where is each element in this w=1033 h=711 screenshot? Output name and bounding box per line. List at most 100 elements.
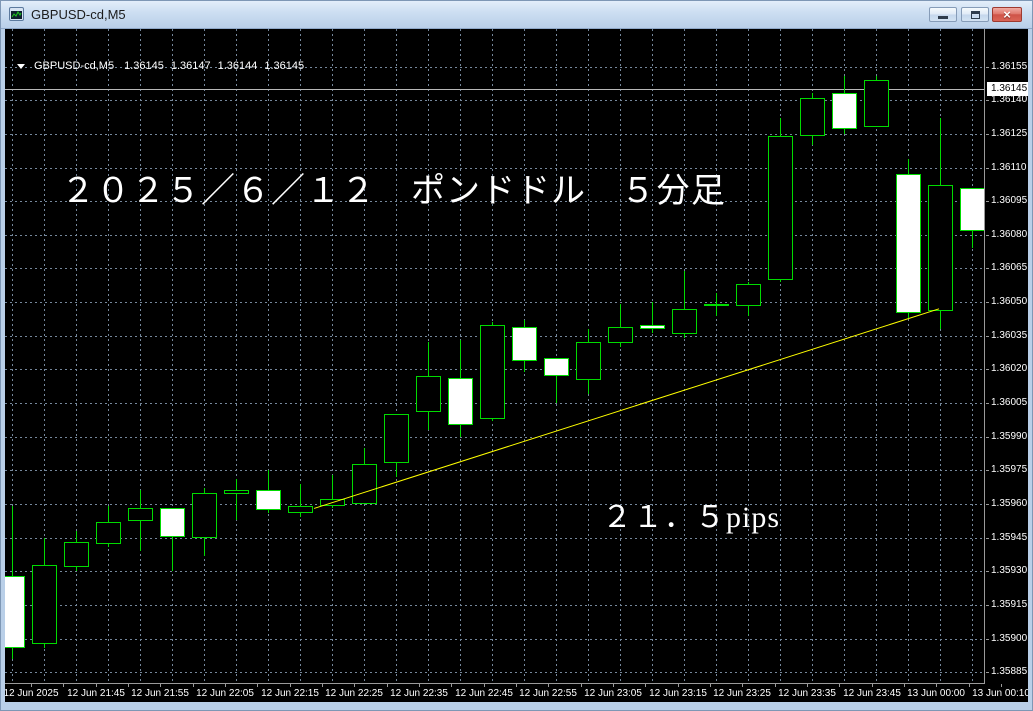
candle-body-bull: [608, 327, 633, 343]
time-axis-tick: [645, 684, 646, 687]
price-axis-label: 1.36080: [991, 229, 1028, 240]
time-axis-tick: [257, 684, 258, 687]
candle-body-bull: [704, 304, 729, 306]
price-axis-label: 1.36050: [991, 296, 1028, 307]
close-button[interactable]: ×: [992, 7, 1022, 22]
price-axis-label: 1.36110: [991, 162, 1027, 173]
time-axis-tick: [290, 684, 291, 687]
time-axis-label: 12 Jun 22:55: [519, 688, 577, 699]
time-axis-label: 12 Jun 21:55: [131, 688, 189, 699]
window-titlebar[interactable]: GBPUSD-cd,M5 ×: [1, 1, 1032, 29]
minimize-button[interactable]: [929, 7, 957, 22]
price-axis-tick: [986, 201, 989, 202]
candle-body-bull: [800, 98, 825, 136]
candle-body-bull: [672, 309, 697, 334]
gridline-vertical: [44, 29, 45, 683]
price-axis-tick: [986, 538, 989, 539]
price-axis-label: 1.36125: [991, 128, 1028, 139]
price-axis-tick: [986, 134, 989, 135]
minimize-bar-icon: [938, 16, 948, 19]
gridline-vertical: [268, 29, 269, 683]
candle-body-bull: [352, 464, 377, 504]
gridline-vertical: [716, 29, 717, 683]
gridline-horizontal: [5, 168, 984, 169]
price-axis-tick: [986, 67, 989, 68]
time-axis-tick: [193, 684, 194, 687]
price-axis-label: 1.36095: [991, 195, 1028, 206]
candlestick-plot[interactable]: GBPUSD-cd,M5 1.36145 1.36147 1.36144 1.3…: [5, 29, 985, 684]
gridline-horizontal: [5, 605, 984, 606]
time-axis-tick: [775, 684, 776, 687]
candle-body-bull: [192, 493, 217, 538]
gridline-vertical: [396, 29, 397, 683]
time-axis-label: 12 Jun 23:35: [778, 688, 836, 699]
price-axis-label: 1.36140: [991, 94, 1028, 105]
time-axis[interactable]: 12 Jun 2025 12 Jun 21:45 12 Jun 21:55 12 Ju…: [5, 684, 1028, 702]
gridline-horizontal: [5, 268, 984, 269]
candle-body-bull: [864, 80, 889, 127]
gridline-vertical: [684, 29, 685, 683]
price-axis[interactable]: 1.36145 1.36155 1.36140 1.36125 1.36110 1.36…: [986, 29, 1028, 684]
price-axis-label: 1.36020: [991, 363, 1028, 374]
candle-body-bear: [544, 358, 569, 376]
candle-body-bear: [640, 325, 665, 329]
price-axis-tick: [986, 470, 989, 471]
time-axis-tick: [581, 684, 582, 687]
symbol-dropdown-triangle-icon[interactable]: [17, 63, 25, 69]
current-price-line: [5, 89, 984, 90]
time-axis-tick: [128, 684, 129, 687]
time-axis-tick: [451, 684, 452, 687]
annotation-pips-note: ２１．５pips: [602, 501, 781, 534]
candle-body-bull: [768, 136, 793, 280]
price-axis-tick: [986, 437, 989, 438]
gridline-vertical: [908, 29, 909, 683]
price-axis-tick: [986, 302, 989, 303]
gridline-horizontal: [5, 134, 984, 135]
gridline-vertical: [108, 29, 109, 683]
price-axis-tick: [986, 605, 989, 606]
candle-body-bear: [160, 508, 185, 537]
price-axis-label: 1.35930: [991, 565, 1028, 576]
time-axis-tick: [419, 684, 420, 687]
gridline-vertical: [172, 29, 173, 683]
time-axis-tick: [936, 684, 937, 687]
time-axis-label: 13 Jun 00:00: [907, 688, 965, 699]
candle-body-bull: [224, 490, 249, 494]
gridline-horizontal: [5, 235, 984, 236]
price-axis-label: 1.36065: [991, 262, 1028, 273]
gridline-vertical: [12, 29, 13, 683]
gridline-vertical: [76, 29, 77, 683]
gridline-horizontal: [5, 201, 984, 202]
time-axis-label: 12 Jun 21:45: [67, 688, 125, 699]
time-axis-label: 12 Jun 23:05: [584, 688, 642, 699]
time-axis-tick: [160, 684, 161, 687]
gridline-horizontal: [5, 437, 984, 438]
header-low-value: 1.36144: [217, 60, 258, 72]
time-axis-label: 12 Jun 23:25: [713, 688, 771, 699]
candle-wick: [684, 271, 685, 338]
time-axis-label: 13 Jun 00:10: [972, 688, 1028, 699]
header-open-value: 1.36145: [124, 60, 164, 72]
time-axis-label: 12 Jun 22:15: [261, 688, 319, 699]
time-axis-label: 12 Jun 22:05: [196, 688, 254, 699]
gridline-vertical: [300, 29, 301, 683]
header-close-value: 1.36145: [264, 60, 305, 72]
candle-body-bear: [256, 490, 281, 510]
price-axis-tick: [986, 100, 989, 101]
price-axis-tick: [986, 168, 989, 169]
price-axis-label: 1.35915: [991, 599, 1028, 610]
time-axis-tick: [969, 684, 970, 687]
time-axis-label: 12 Jun 23:45: [843, 688, 901, 699]
time-axis-tick: [516, 684, 517, 687]
price-axis-tick: [986, 504, 989, 505]
restore-button[interactable]: [961, 7, 989, 22]
time-axis-tick: [225, 684, 226, 687]
gridline-vertical: [940, 29, 941, 683]
time-axis-tick: [354, 684, 355, 687]
price-axis-label: 1.35945: [991, 532, 1028, 543]
gridline-vertical: [556, 29, 557, 683]
price-axis-tick: [986, 672, 989, 673]
price-axis-tick: [986, 369, 989, 370]
gridline-horizontal: [5, 639, 984, 640]
